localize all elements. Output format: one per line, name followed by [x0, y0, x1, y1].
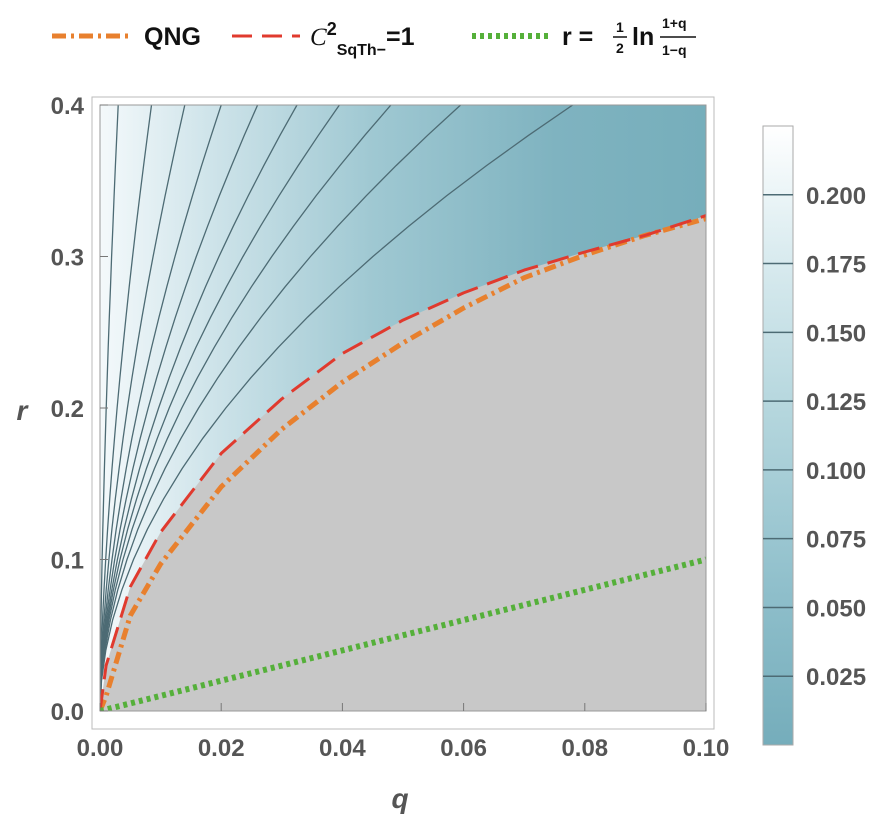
legend-item-qng: QNG [52, 23, 201, 51]
colorbar-tick-label: 0.175 [806, 252, 866, 279]
contour-line [100, 105, 340, 711]
colorbar-ramp [762, 125, 794, 746]
contour-line [100, 105, 186, 711]
colorbar-tick-label: 0.200 [806, 183, 866, 210]
contour-line [100, 105, 222, 711]
colorbar-tick-label: 0.100 [806, 458, 866, 485]
x-axis: 0.00 0.02 0.04 0.06 0.08 0.10 [77, 703, 730, 762]
x-tick-label: 0.10 [683, 735, 730, 762]
legend: QNG C2SqTh−=1 r = 1 2 ln 1+q 1−q [52, 15, 696, 59]
series-line [100, 556, 706, 711]
legend-r-ln: ln [632, 23, 654, 51]
x-tick-label: 0.06 [440, 735, 487, 762]
y-axis: 0.0 0.1 0.2 0.3 0.4 [51, 93, 108, 726]
colorbar-tick-label: 0.125 [806, 389, 866, 416]
legend-r-half-den: 2 [616, 40, 624, 56]
contour-line [100, 105, 574, 711]
legend-item-r: r = 1 2 ln 1+q 1−q [472, 15, 696, 58]
series-layer [100, 214, 706, 711]
y-tick-label: 0.4 [51, 93, 85, 120]
contour-line [100, 105, 462, 711]
legend-label-qng: QNG [144, 23, 201, 51]
y-axis-label: r [17, 395, 30, 426]
legend-r-half-num: 1 [616, 19, 624, 35]
colorbar-tick-label: 0.075 [806, 527, 866, 554]
y-tick-label: 0.2 [51, 396, 84, 423]
series-line [100, 216, 706, 711]
legend-r-lhs: r = [562, 23, 593, 51]
series-line [100, 214, 706, 711]
colorbar-tick-label: 0.150 [806, 320, 866, 347]
x-axis-label: q [391, 783, 408, 814]
contour-line [100, 105, 153, 711]
x-tick-label: 0.00 [77, 735, 124, 762]
x-tick-label: 0.02 [198, 735, 245, 762]
y-tick-label: 0.1 [51, 548, 84, 575]
x-tick-label: 0.08 [561, 735, 608, 762]
legend-label-csq: C2SqTh−=1 [310, 19, 415, 59]
colorbar-tick-label: 0.050 [806, 595, 866, 622]
y-tick-label: 0.3 [51, 245, 84, 272]
contour-line [100, 105, 298, 711]
excluded-region [100, 215, 706, 711]
colorbar: 0.025 0.050 0.075 0.100 0.125 0.150 0.175 0.200 [762, 125, 866, 746]
outer-frame [91, 96, 715, 730]
x-tick-label: 0.04 [319, 735, 366, 762]
colorbar-ticks: 0.025 0.050 0.075 0.100 0.125 0.150 0.175 0.200 [763, 183, 866, 691]
contour-lines [100, 105, 574, 711]
legend-r-frac-num: 1+q [662, 15, 687, 31]
contour-line [100, 105, 392, 711]
plot-area [100, 105, 706, 711]
legend-r-frac-den: 1−q [662, 42, 687, 58]
colorbar-tick-label: 0.025 [806, 664, 866, 691]
legend-item-csq: C2SqTh−=1 [232, 19, 415, 59]
y-tick-label: 0.0 [51, 699, 84, 726]
contour-line [100, 105, 259, 711]
